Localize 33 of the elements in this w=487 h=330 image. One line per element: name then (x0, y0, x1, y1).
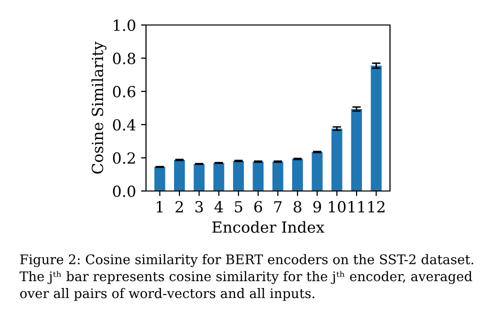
bar (194, 164, 205, 191)
bar (252, 162, 264, 191)
x-tick-label: 10 (329, 200, 346, 213)
x-tick-label: 1 (156, 200, 162, 212)
bar (351, 108, 362, 191)
x-tick-label: 3 (195, 200, 203, 213)
x-tick-label: 4 (214, 200, 223, 212)
x-tick-label: 8 (294, 200, 302, 213)
x-tick-label: 7 (274, 201, 282, 212)
bar (331, 128, 342, 191)
x-axis-title: Encoder Index (212, 221, 324, 233)
x-tick-label: 2 (176, 200, 183, 212)
y-tick-label: 1.0 (114, 19, 136, 32)
bar (370, 66, 382, 191)
y-tick-label: 0.6 (112, 86, 136, 98)
x-tick-label: 11 (348, 200, 364, 212)
bar (312, 152, 323, 191)
x-tick-label: 5 (234, 201, 242, 213)
y-tick-label: 0.8 (112, 52, 136, 64)
x-tick-label: 12 (368, 200, 384, 212)
y-tick-label: 0.4 (112, 119, 136, 131)
y-tick-label: 0.2 (112, 152, 135, 164)
bar (154, 166, 166, 191)
y-axis-title: Cosine Similarity (91, 42, 106, 174)
caption: Figure 2: Cosine similarity for BERT encoders on the SST-2 dataset. The jᵗʰ bar represents cosine similarity for the jᵗʰ encoder, averaged over all pairs of word-vectors and all inputs. (20, 254, 474, 301)
x-tick-label: 9 (313, 200, 322, 213)
y-tick-label: 0.0 (112, 185, 136, 198)
bar (213, 162, 224, 191)
bar (272, 162, 284, 191)
bar (292, 158, 303, 191)
bar (174, 160, 185, 191)
x-tick-label: 6 (254, 200, 262, 213)
bar (233, 160, 244, 191)
